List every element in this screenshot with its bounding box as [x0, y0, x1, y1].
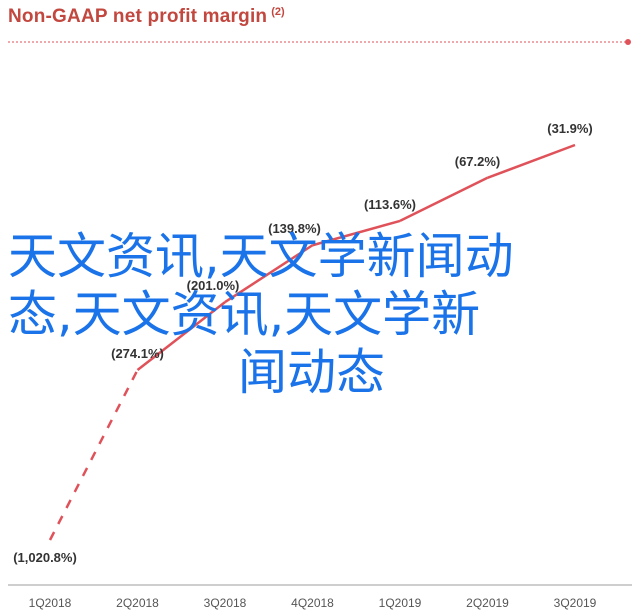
overlay-text: 天文资讯,天文学新闻动 态,天文资讯,天文学新 闻动态 [8, 228, 618, 402]
x-tick-label: 2Q2019 [466, 596, 509, 610]
series-segment [136, 301, 226, 371]
overlay-text-line-3: 闻动态 [238, 344, 386, 401]
x-tick-group: 1Q2018 2Q2018 3Q2018 4Q2018 1Q2019 2Q2019 3Q20… [29, 596, 597, 610]
series-segment [48, 369, 139, 541]
chart-title-footnote: (2) [271, 6, 285, 18]
overlay-text-line-2: 态,天文资讯,天文学新 [8, 286, 481, 343]
series-segment [399, 176, 489, 223]
data-label: (1,020.8%) [13, 550, 77, 565]
data-label: (201.0%) [187, 278, 240, 293]
x-tick-label: 2Q2018 [116, 596, 159, 610]
data-label: (67.2%) [455, 154, 501, 169]
series-segment [487, 143, 576, 179]
chart-title-group: Non-GAAP net profit margin (2) [8, 6, 285, 36]
series-group [48, 143, 576, 541]
series-segment [224, 244, 314, 304]
x-tick-label: 3Q2019 [554, 596, 597, 610]
x-tick-label: 3Q2018 [204, 596, 247, 610]
series-segment [312, 219, 401, 247]
data-label: (113.6%) [364, 197, 416, 212]
data-label: (31.9%) [547, 121, 593, 136]
x-tick-label: 4Q2018 [291, 596, 334, 610]
title-rule-end-dot [625, 39, 631, 45]
data-label: (274.1%) [111, 346, 164, 361]
data-label: (139.8%) [268, 221, 321, 236]
x-tick-label: 1Q2019 [379, 596, 422, 610]
overlay-text-line-1: 天文资讯,天文学新闻动 [8, 228, 514, 285]
x-tick-label: 1Q2018 [29, 596, 72, 610]
data-label-group: (1,020.8%) (274.1%) (201.0%) (139.8%) (113.6… [13, 121, 593, 565]
chart-title: Non-GAAP net profit margin [8, 6, 268, 27]
